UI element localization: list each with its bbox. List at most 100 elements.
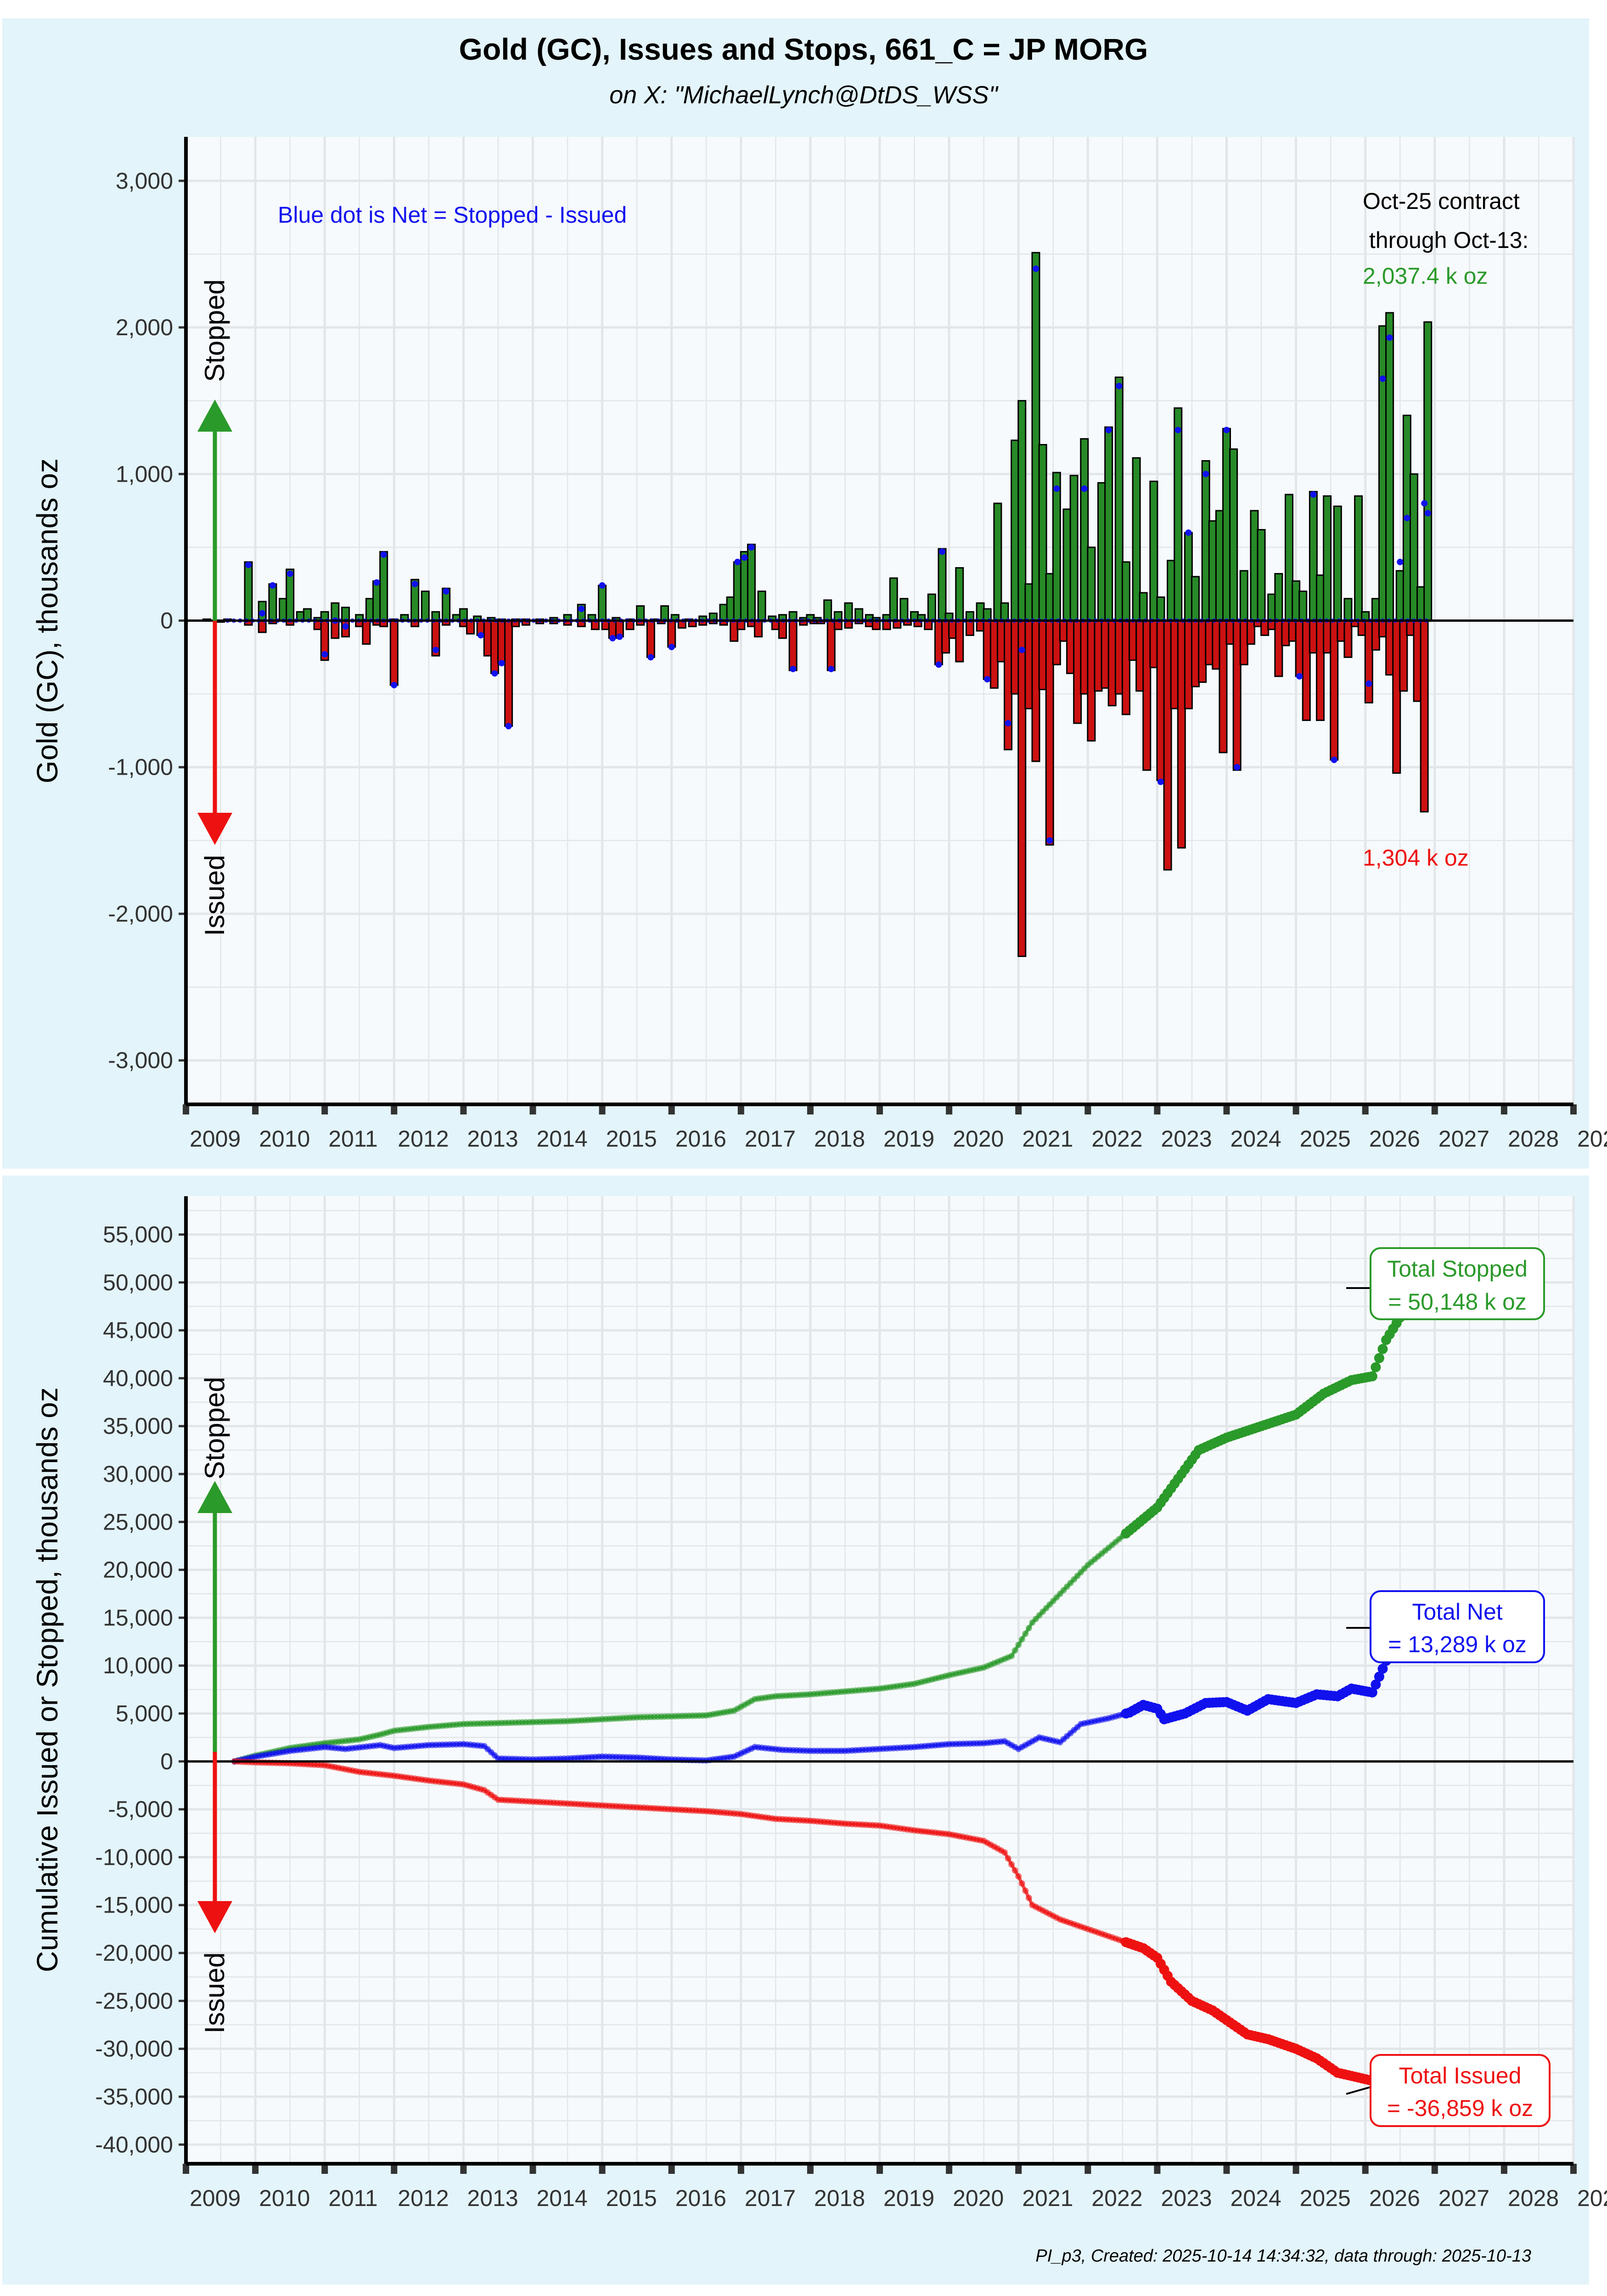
net-dot	[1157, 778, 1164, 785]
stopped-bar	[1284, 494, 1293, 622]
issued-bar	[646, 620, 655, 658]
top-issued-arrow	[197, 621, 232, 845]
issued-bar	[1087, 620, 1096, 742]
stopped-cumulative-point	[1022, 1630, 1029, 1637]
stopped-bar	[938, 548, 947, 621]
stopped-bar	[1069, 474, 1079, 621]
stopped-bar	[955, 567, 964, 622]
net-dot	[491, 670, 498, 677]
net-dot	[1053, 485, 1060, 492]
net-dot	[443, 588, 450, 595]
issued-bar	[1080, 620, 1089, 695]
stopped-bar	[757, 591, 766, 621]
stopped-bar	[719, 603, 728, 621]
bottom-issued-arrow	[197, 1752, 232, 1933]
issued-bar	[1107, 620, 1117, 707]
top-x-tick-label: 202	[1577, 1126, 1607, 1152]
stopped-bar	[1011, 439, 1020, 622]
net-cumulative-point	[1367, 1687, 1377, 1698]
net-dot	[432, 647, 439, 653]
stopped-bar	[421, 591, 430, 621]
stopped-bar	[1354, 495, 1363, 621]
issued-bar	[1059, 620, 1068, 642]
bot-y-tick-label: 40,000	[103, 1365, 173, 1391]
net-dot	[647, 654, 654, 661]
net-dot	[1116, 383, 1123, 389]
issued-bar	[1038, 620, 1047, 691]
stopped-bar	[1149, 480, 1158, 622]
stopped-bar	[1292, 580, 1301, 622]
stopped-bar	[1121, 561, 1130, 621]
net-dot	[828, 665, 835, 672]
issued-bar	[788, 620, 798, 671]
top-y-tick-label: -2,000	[108, 901, 173, 927]
stopped-bar	[1215, 510, 1224, 622]
bot-x-tick-label: 2017	[745, 2185, 796, 2211]
bot-y-tick-label: 35,000	[103, 1413, 173, 1439]
net-dot	[938, 548, 945, 555]
issued-bar	[1184, 620, 1193, 709]
bot-y-tick-label: 20,000	[103, 1557, 173, 1583]
issued-bar	[983, 620, 992, 680]
stopped-bar	[1104, 426, 1113, 621]
net-dot	[1296, 673, 1303, 680]
issued-bar	[826, 620, 836, 671]
issued-bar	[1246, 620, 1255, 645]
bot-y-tick-label: 45,000	[103, 1317, 173, 1343]
issued-bar	[1198, 620, 1207, 683]
net-dot	[411, 580, 418, 587]
bot-x-tick-label: 2012	[398, 2185, 449, 2211]
total-issued-label-line2: = -36,859 k oz	[1387, 2095, 1533, 2121]
bot-x-tick-label: 2023	[1161, 2185, 1212, 2211]
stopped-bar	[1132, 457, 1141, 622]
top-stopped-arrow-label: Stopped	[199, 279, 230, 382]
issued-bar	[1274, 620, 1283, 677]
stopped-bar	[1274, 573, 1283, 621]
bot-x-tick-label: 2025	[1300, 2185, 1351, 2211]
bot-x-tick-label: 2009	[190, 2185, 241, 2211]
stopped-bar	[1409, 473, 1418, 621]
issued-bar	[504, 620, 513, 727]
issued-bar	[1045, 620, 1054, 846]
issued-bar	[1052, 620, 1061, 665]
bot-y-tick-label: 0	[160, 1749, 173, 1774]
net-dot	[478, 632, 484, 639]
bot-y-tick-label: -20,000	[95, 1940, 173, 1966]
stopped-bar	[365, 598, 374, 622]
net-cumulative-point	[1377, 1663, 1388, 1674]
issued-bar	[1378, 620, 1387, 638]
issued-bar	[730, 620, 739, 642]
stopped-bar	[372, 580, 382, 622]
issued-cumulative-point	[1025, 1895, 1032, 1902]
issued-bar	[1315, 620, 1325, 721]
stopped-cumulative-point	[1374, 1353, 1384, 1363]
issued-bar	[1142, 620, 1152, 771]
issued-bar	[389, 620, 399, 686]
issued-bar	[1385, 620, 1394, 676]
stopped-bar	[1267, 593, 1276, 622]
bot-y-tick-label: 5,000	[116, 1701, 173, 1727]
bot-y-tick-label: 10,000	[103, 1653, 173, 1678]
bot-x-tick-label: 2013	[467, 2185, 518, 2211]
top-y-tick-label: 3,000	[116, 168, 173, 194]
issued-bar	[1191, 620, 1200, 687]
issued-bar	[754, 620, 763, 638]
net-dot	[1032, 265, 1039, 272]
bot-x-tick-label: 2019	[883, 2185, 934, 2211]
issued-bar	[1149, 620, 1158, 669]
issued-cumulative-point	[1008, 1861, 1015, 1868]
issued-bar	[989, 620, 999, 689]
bot-x-tick-label: 2011	[328, 2185, 378, 2211]
issued-bar	[490, 620, 499, 674]
net-dot	[1310, 491, 1317, 498]
issued-bar	[778, 620, 787, 639]
top-y-axis-title: Gold (GC), thousands oz	[31, 458, 64, 783]
top-x-tick-label: 2011	[328, 1126, 378, 1152]
top-x-tick-label: 2010	[259, 1126, 310, 1152]
issued-bar	[1017, 620, 1027, 957]
stopped-bar	[1087, 546, 1096, 621]
stopped-bar	[1191, 576, 1200, 622]
bot-y-tick-label: -15,000	[95, 1892, 173, 1918]
stopped-cumulative-point	[1025, 1625, 1032, 1632]
